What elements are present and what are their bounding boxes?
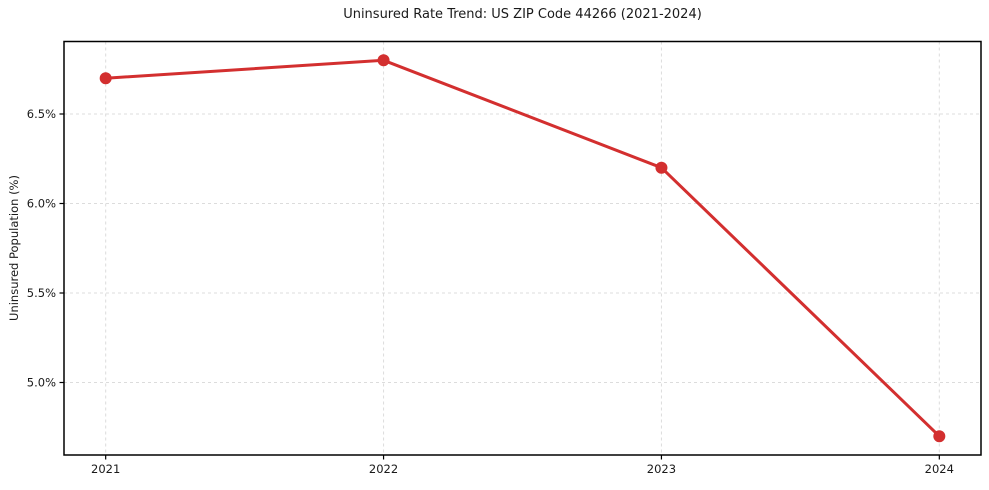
data-point-2024 bbox=[933, 430, 946, 443]
plot-border bbox=[63, 40, 982, 456]
x-tick-label-2024: 2024 bbox=[925, 462, 954, 476]
chart-title: Uninsured Rate Trend: US ZIP Code 44266 … bbox=[343, 7, 702, 22]
y-tick-label-5.0%: 5.0% bbox=[27, 376, 56, 390]
y-tick-label-6.5%: 6.5% bbox=[27, 107, 56, 121]
x-tick-label-2022: 2022 bbox=[369, 462, 398, 476]
y-tick-label-6.0%: 6.0% bbox=[27, 196, 56, 210]
y-tick-label-5.5%: 5.5% bbox=[27, 286, 56, 300]
data-point-2021 bbox=[99, 72, 112, 85]
trend-line bbox=[104, 58, 941, 438]
data-point-2023 bbox=[655, 161, 668, 174]
data-point-2022 bbox=[377, 54, 390, 67]
x-tick-label-2023: 2023 bbox=[647, 462, 676, 476]
x-tick-label-2021: 2021 bbox=[91, 462, 120, 476]
